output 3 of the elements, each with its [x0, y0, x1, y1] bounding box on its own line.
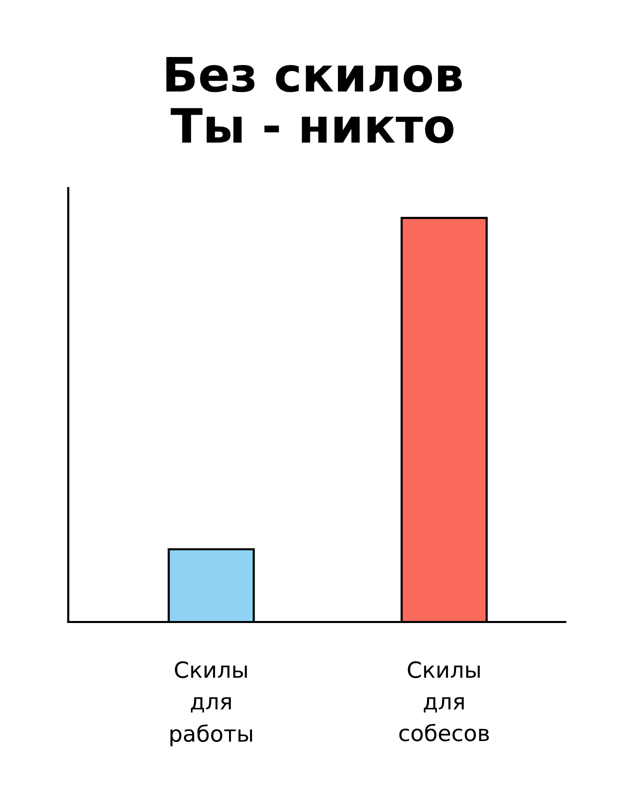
chart-title: Без скилов Ты - никто	[166, 57, 462, 144]
x-tick-label: Скилы для работы	[170, 661, 252, 746]
x-tick-label: Скилы для собесов	[399, 661, 489, 742]
